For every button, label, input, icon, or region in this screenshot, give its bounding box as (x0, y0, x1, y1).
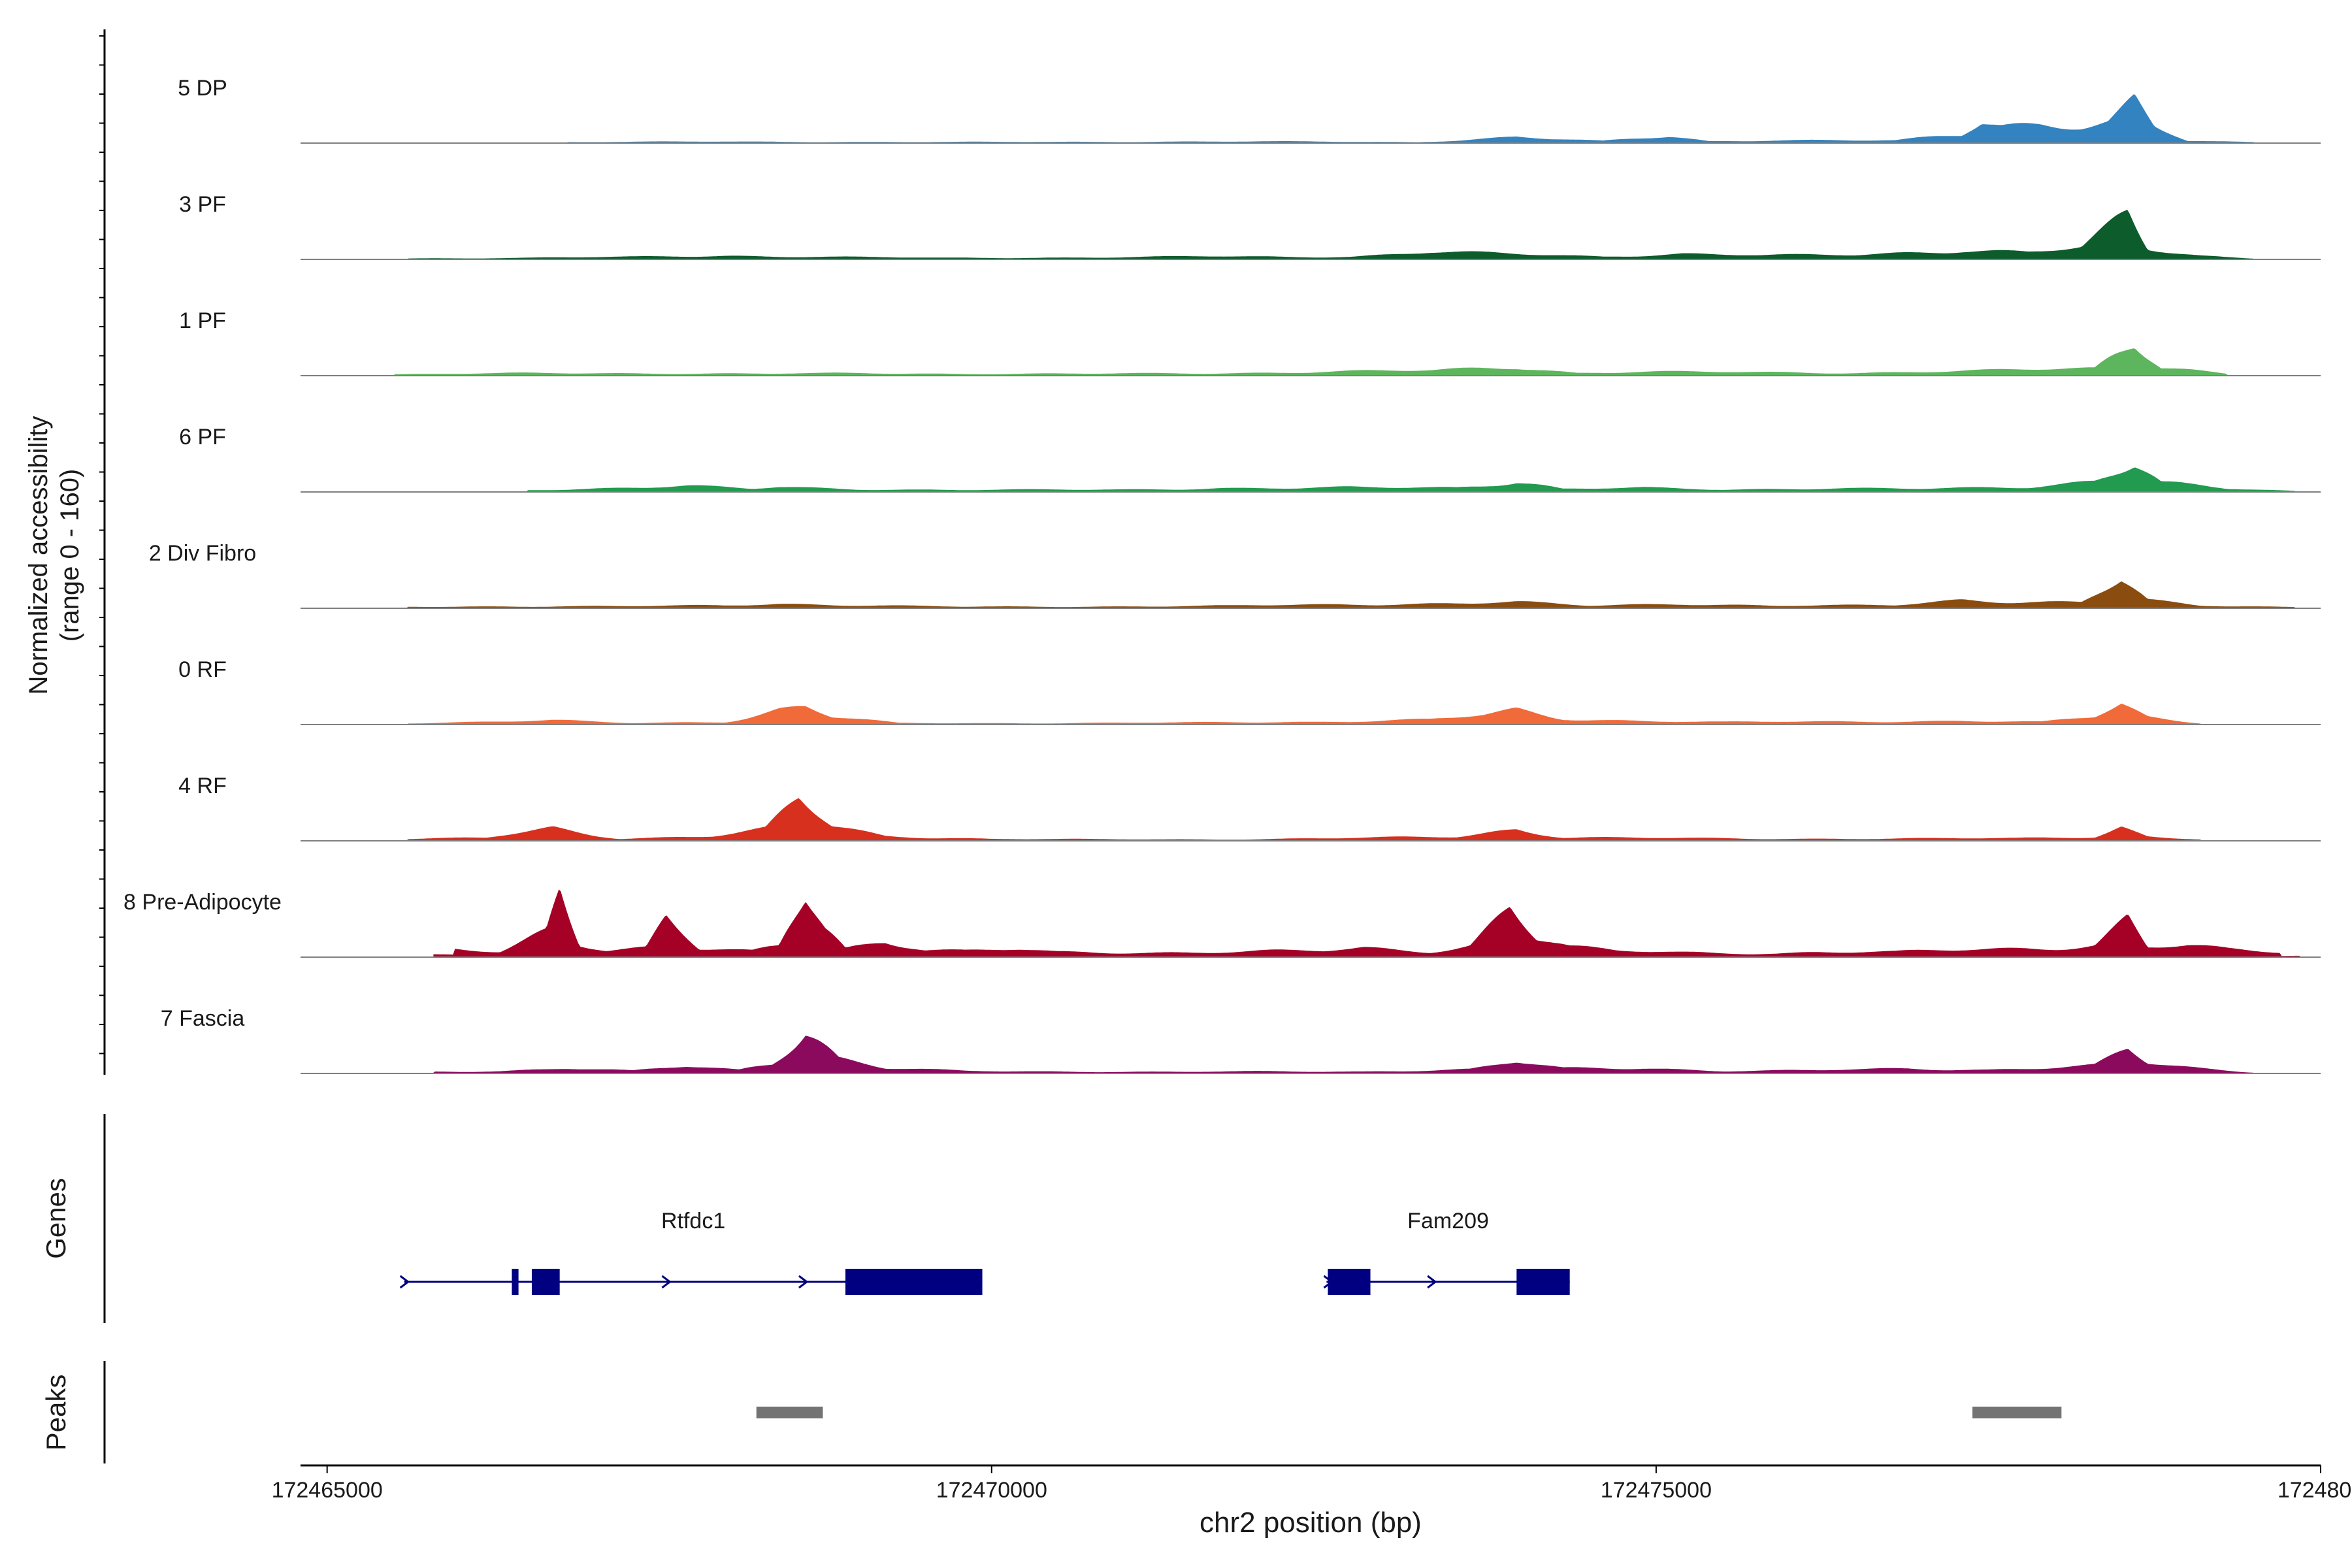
x-tick-label: 172465000 (272, 1478, 383, 1503)
strand-arrow (1323, 1275, 1333, 1289)
peak-bar (1972, 1407, 2062, 1418)
track-6: 0 RF (178, 657, 2321, 725)
track-9: 7 Fascia (161, 1006, 2321, 1074)
peak-bar (756, 1407, 823, 1418)
track-label: 0 RF (178, 657, 227, 682)
track-label: 6 PF (179, 425, 226, 449)
track-7: 4 RF (178, 774, 2321, 841)
gene-exon (1516, 1269, 1570, 1295)
gene-exon (512, 1269, 519, 1295)
coverage-y-axis-label: Normalized accessibility (24, 416, 53, 695)
gene-label: Rtfdc1 (661, 1209, 725, 1233)
track-3: 1 PF (179, 308, 2321, 376)
coverage-area (387, 581, 2314, 608)
strand-arrow (661, 1275, 672, 1289)
genes-axis-label: Genes (41, 1178, 71, 1259)
coverage-area (506, 467, 2314, 492)
track-4: 6 PF (179, 425, 2321, 493)
track-label: 5 DP (178, 76, 227, 101)
coverage-area (413, 1036, 2274, 1073)
x-tick-label: 172470000 (936, 1478, 1047, 1503)
track-label: 3 PF (179, 192, 226, 217)
coverage-area (387, 210, 2274, 259)
coverage-tracks: 5 DP 3 PF 1 PF 6 PF 2 Div Fibro 0 RF 4 RF 8 Pre… (123, 76, 2321, 1074)
strand-arrow (1427, 1275, 1437, 1289)
coverage-y-axis-range: (range 0 - 160) (56, 469, 84, 642)
x-tick-label: 1724800 (2278, 1478, 2352, 1503)
coverage-area (387, 798, 2221, 841)
track-8: 8 Pre-Adipocyte (123, 889, 2321, 958)
x-axis-label: chr2 position (bp) (1200, 1507, 1422, 1539)
coverage-area (373, 348, 2248, 376)
track-5: 2 Div Fibro (149, 541, 2321, 609)
track-label: 2 Div Fibro (149, 541, 256, 566)
track-1: 5 DP (178, 76, 2321, 144)
peaks-track (756, 1407, 2062, 1418)
coverage-area (433, 889, 2301, 957)
track-label: 7 Fascia (161, 1006, 245, 1031)
track-2: 3 PF (179, 192, 2321, 260)
track-label: 1 PF (179, 308, 226, 333)
gene-rtfdc1: Rtfdc1 (399, 1209, 983, 1295)
coverage-area (387, 704, 2221, 725)
coverage-y-ticks (99, 35, 105, 1054)
x-tick-label: 172475000 (1601, 1478, 1712, 1503)
track-label: 8 Pre-Adipocyte (123, 890, 282, 915)
gene-annotation-track: Rtfdc1 Fam209 (399, 1209, 1570, 1295)
gene-label: Fam209 (1407, 1209, 1489, 1233)
gene-exon (531, 1269, 560, 1295)
x-axis-ticks: 172465000 172470000 172475000 1724800 (272, 1465, 2352, 1503)
track-label: 4 RF (178, 774, 227, 798)
strand-arrow (798, 1275, 809, 1289)
strand-arrow (399, 1275, 410, 1289)
gene-fam209: Fam209 (1323, 1209, 1570, 1295)
gene-exon (845, 1269, 983, 1295)
gene-exon (1328, 1269, 1371, 1295)
peaks-axis-label: Peaks (41, 1375, 71, 1451)
coverage-area (546, 94, 2274, 143)
